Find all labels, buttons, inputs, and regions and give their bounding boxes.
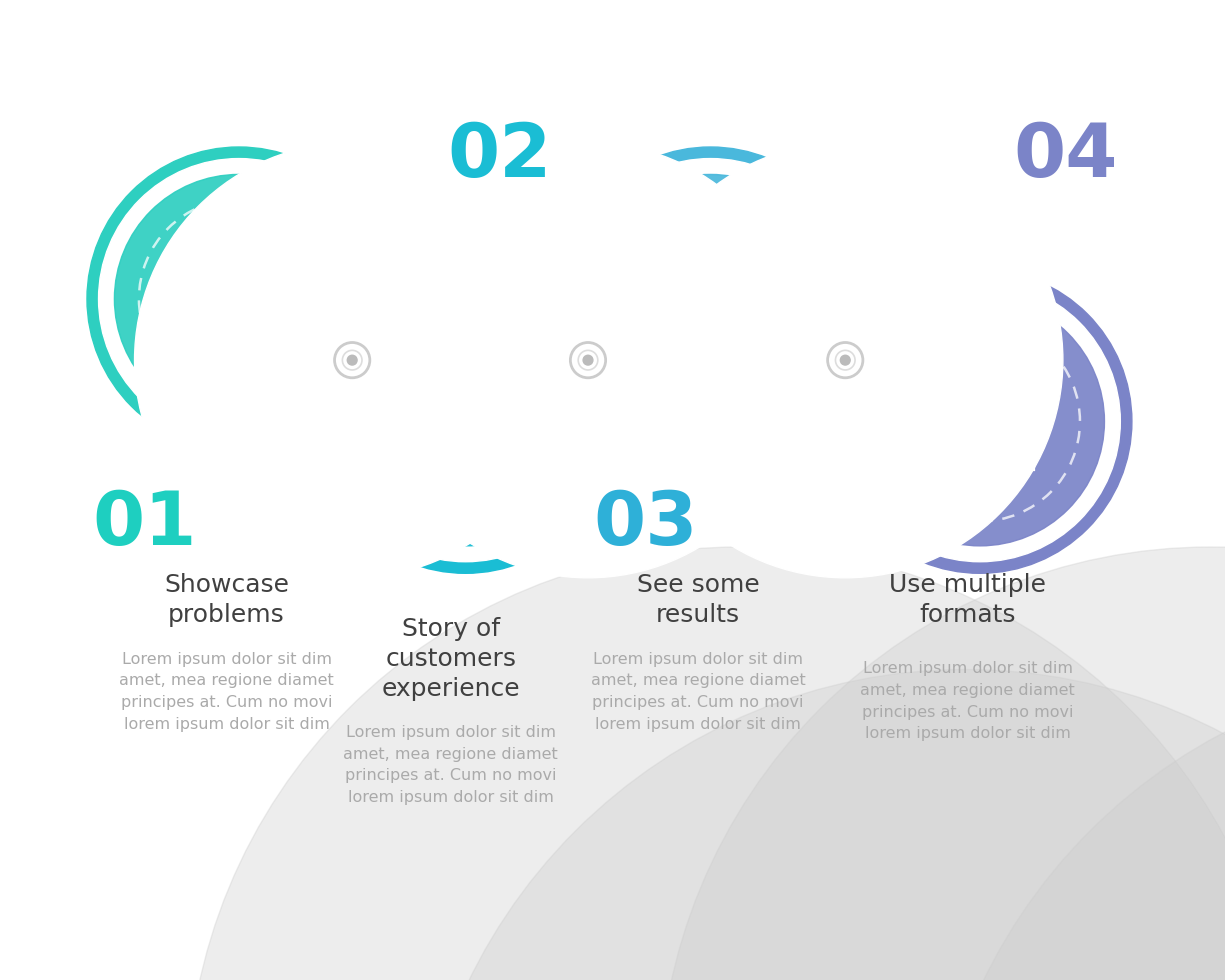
Circle shape	[855, 297, 1105, 546]
Text: 01: 01	[92, 488, 197, 561]
Circle shape	[98, 159, 380, 439]
Circle shape	[325, 281, 606, 562]
Circle shape	[135, 142, 570, 578]
Text: 02: 02	[447, 121, 552, 193]
Text: 04: 04	[1013, 121, 1118, 193]
Text: See some
results: See some results	[637, 573, 760, 627]
Text: Showcase
problems: Showcase problems	[164, 573, 289, 627]
Circle shape	[370, 142, 806, 578]
Circle shape	[347, 356, 356, 366]
Circle shape	[659, 547, 1225, 980]
Circle shape	[840, 356, 850, 366]
Circle shape	[929, 669, 1225, 980]
Circle shape	[314, 270, 617, 573]
Text: Lorem ipsum dolor sit dim
amet, mea regione diamet
principes at. Cum no movi
lor: Lorem ipsum dolor sit dim amet, mea regi…	[119, 652, 334, 731]
Circle shape	[187, 547, 1225, 980]
Text: Lorem ipsum dolor sit dim
amet, mea regione diamet
principes at. Cum no movi
lor: Lorem ipsum dolor sit dim amet, mea regi…	[343, 725, 559, 805]
Circle shape	[114, 174, 364, 423]
Circle shape	[414, 669, 1225, 980]
Text: Lorem ipsum dolor sit dim
amet, mea regione diamet
principes at. Cum no movi
lor: Lorem ipsum dolor sit dim amet, mea regi…	[860, 662, 1076, 741]
Circle shape	[87, 147, 391, 451]
Circle shape	[570, 159, 851, 439]
Text: Lorem ipsum dolor sit dim
amet, mea regione diamet
principes at. Cum no movi
lor: Lorem ipsum dolor sit dim amet, mea regi…	[590, 652, 806, 731]
Circle shape	[559, 147, 862, 451]
Circle shape	[586, 174, 835, 423]
Text: Use multiple
formats: Use multiple formats	[889, 573, 1046, 627]
Text: Story of
customers
experience: Story of customers experience	[381, 617, 521, 701]
Circle shape	[627, 142, 1063, 578]
Text: 03: 03	[593, 488, 698, 561]
Circle shape	[583, 356, 593, 366]
Circle shape	[341, 297, 590, 546]
Circle shape	[828, 270, 1132, 573]
Circle shape	[839, 281, 1121, 562]
Circle shape	[746, 261, 753, 269]
